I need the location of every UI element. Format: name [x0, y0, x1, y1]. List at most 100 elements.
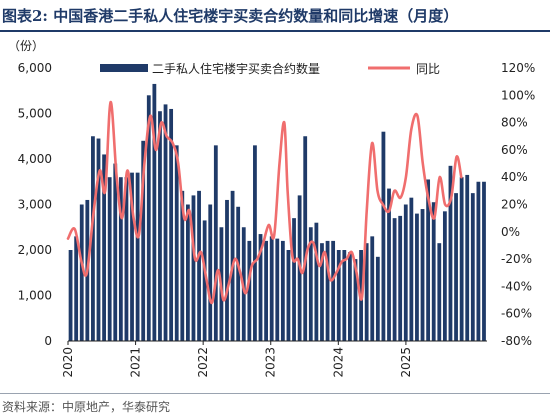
right-tick-label: -40%	[501, 279, 532, 293]
bar	[353, 259, 358, 341]
bar	[426, 179, 431, 341]
right-tick-label: 20%	[501, 198, 528, 212]
bar	[68, 250, 73, 341]
x-tick-label: 2022	[196, 347, 210, 378]
bar	[482, 181, 486, 341]
x-tick-label: 2021	[129, 347, 143, 378]
bar	[180, 190, 185, 341]
left-tick-label: 5,000	[18, 107, 52, 121]
bar	[336, 250, 341, 341]
bar	[420, 209, 425, 341]
bar	[118, 177, 123, 341]
y-unit-label: （份）	[8, 39, 44, 53]
bar	[113, 163, 118, 341]
bar	[258, 234, 263, 341]
bar	[403, 204, 408, 341]
legend: 二手私人住宅楼宇买卖合约数量 同比	[100, 61, 440, 76]
bar	[152, 83, 157, 342]
right-tick-label: 100%	[501, 88, 535, 102]
bar	[202, 220, 207, 341]
left-tick-label: 4,000	[18, 152, 52, 166]
bar	[320, 243, 324, 341]
title-bar: 图表2: 中国香港二手私人住宅楼宇买卖合约数量和同比增速（月度）	[0, 0, 550, 32]
bar	[236, 206, 241, 341]
bar	[442, 211, 447, 341]
bar	[208, 204, 213, 341]
bar	[470, 193, 475, 342]
bar	[146, 95, 151, 341]
bar	[91, 136, 95, 341]
right-tick-label: 80%	[501, 116, 528, 130]
bar	[163, 104, 168, 342]
bar	[375, 256, 380, 341]
chart-title: 图表2: 中国香港二手私人住宅楼宇买卖合约数量和同比增速（月度）	[2, 7, 459, 25]
bar	[102, 154, 106, 341]
legend-label-line: 同比	[416, 62, 440, 76]
source-divider	[0, 393, 550, 394]
left-tick-label: 0	[44, 334, 52, 348]
bar	[158, 111, 162, 341]
source-note: 资料来源：中原地产，华泰研究	[2, 400, 171, 414]
right-tick-label: 0%	[501, 225, 520, 239]
bar	[465, 174, 470, 341]
bar	[387, 188, 391, 341]
bar	[280, 240, 285, 341]
line-series	[66, 100, 463, 305]
bar	[174, 145, 179, 341]
bar	[191, 195, 196, 341]
left-tick-label: 1,000	[18, 289, 52, 303]
bar	[135, 172, 140, 341]
right-tick-label: 40%	[501, 170, 528, 184]
bar	[107, 177, 112, 341]
bar	[292, 218, 296, 341]
left-axis-ticks: 0 1,000 2,000 3,000 4,000 5,000 6,000	[18, 61, 52, 348]
bar	[370, 236, 375, 341]
bar	[264, 240, 268, 341]
bar	[247, 240, 252, 341]
bar	[476, 181, 481, 341]
bar	[437, 243, 442, 341]
bar	[169, 108, 174, 341]
legend-label-bar: 二手私人住宅楼宇买卖合约数量	[152, 61, 320, 76]
bar	[96, 138, 101, 341]
bar	[459, 177, 464, 341]
bar	[415, 213, 419, 341]
x-tick-label: 2020	[61, 347, 75, 378]
right-axis-ticks: -80% -60% -40% -20% 0% 20% 40% 60% 80% 100% 120%	[501, 61, 535, 348]
bar	[314, 222, 319, 341]
x-tick-label: 2023	[264, 347, 278, 378]
right-tick-label: -60%	[501, 307, 532, 321]
bar	[253, 145, 257, 341]
right-tick-label: -80%	[501, 334, 532, 348]
bar	[342, 250, 347, 341]
bar	[225, 199, 229, 341]
bar	[269, 236, 274, 341]
right-tick-label: 120%	[501, 61, 535, 75]
bar	[275, 238, 280, 342]
bar	[79, 204, 84, 341]
bar	[398, 215, 403, 342]
bar	[448, 165, 453, 341]
title-divider	[0, 30, 550, 32]
bar	[392, 218, 397, 341]
bar	[325, 240, 330, 341]
bar	[74, 236, 79, 341]
x-tick-label: 2025	[399, 347, 413, 378]
legend-swatch-bar	[100, 64, 148, 72]
left-tick-label: 3,000	[18, 198, 52, 212]
bar	[303, 136, 308, 341]
bar	[213, 145, 218, 341]
bar	[185, 204, 190, 341]
chart-area: （份） 0 1,000 2,000 3,000 4,000 5,000 6,000 -80%…	[8, 39, 535, 378]
bar	[308, 227, 313, 341]
bar	[197, 190, 201, 341]
bar	[364, 243, 369, 341]
yoy-line	[66, 100, 463, 305]
right-tick-label: 60%	[501, 143, 528, 157]
bar	[431, 202, 436, 341]
x-tick-label: 2024	[331, 347, 345, 378]
left-tick-label: 6,000	[18, 61, 52, 75]
right-tick-label: -20%	[501, 252, 532, 266]
bar	[348, 252, 352, 341]
bar	[381, 131, 386, 341]
